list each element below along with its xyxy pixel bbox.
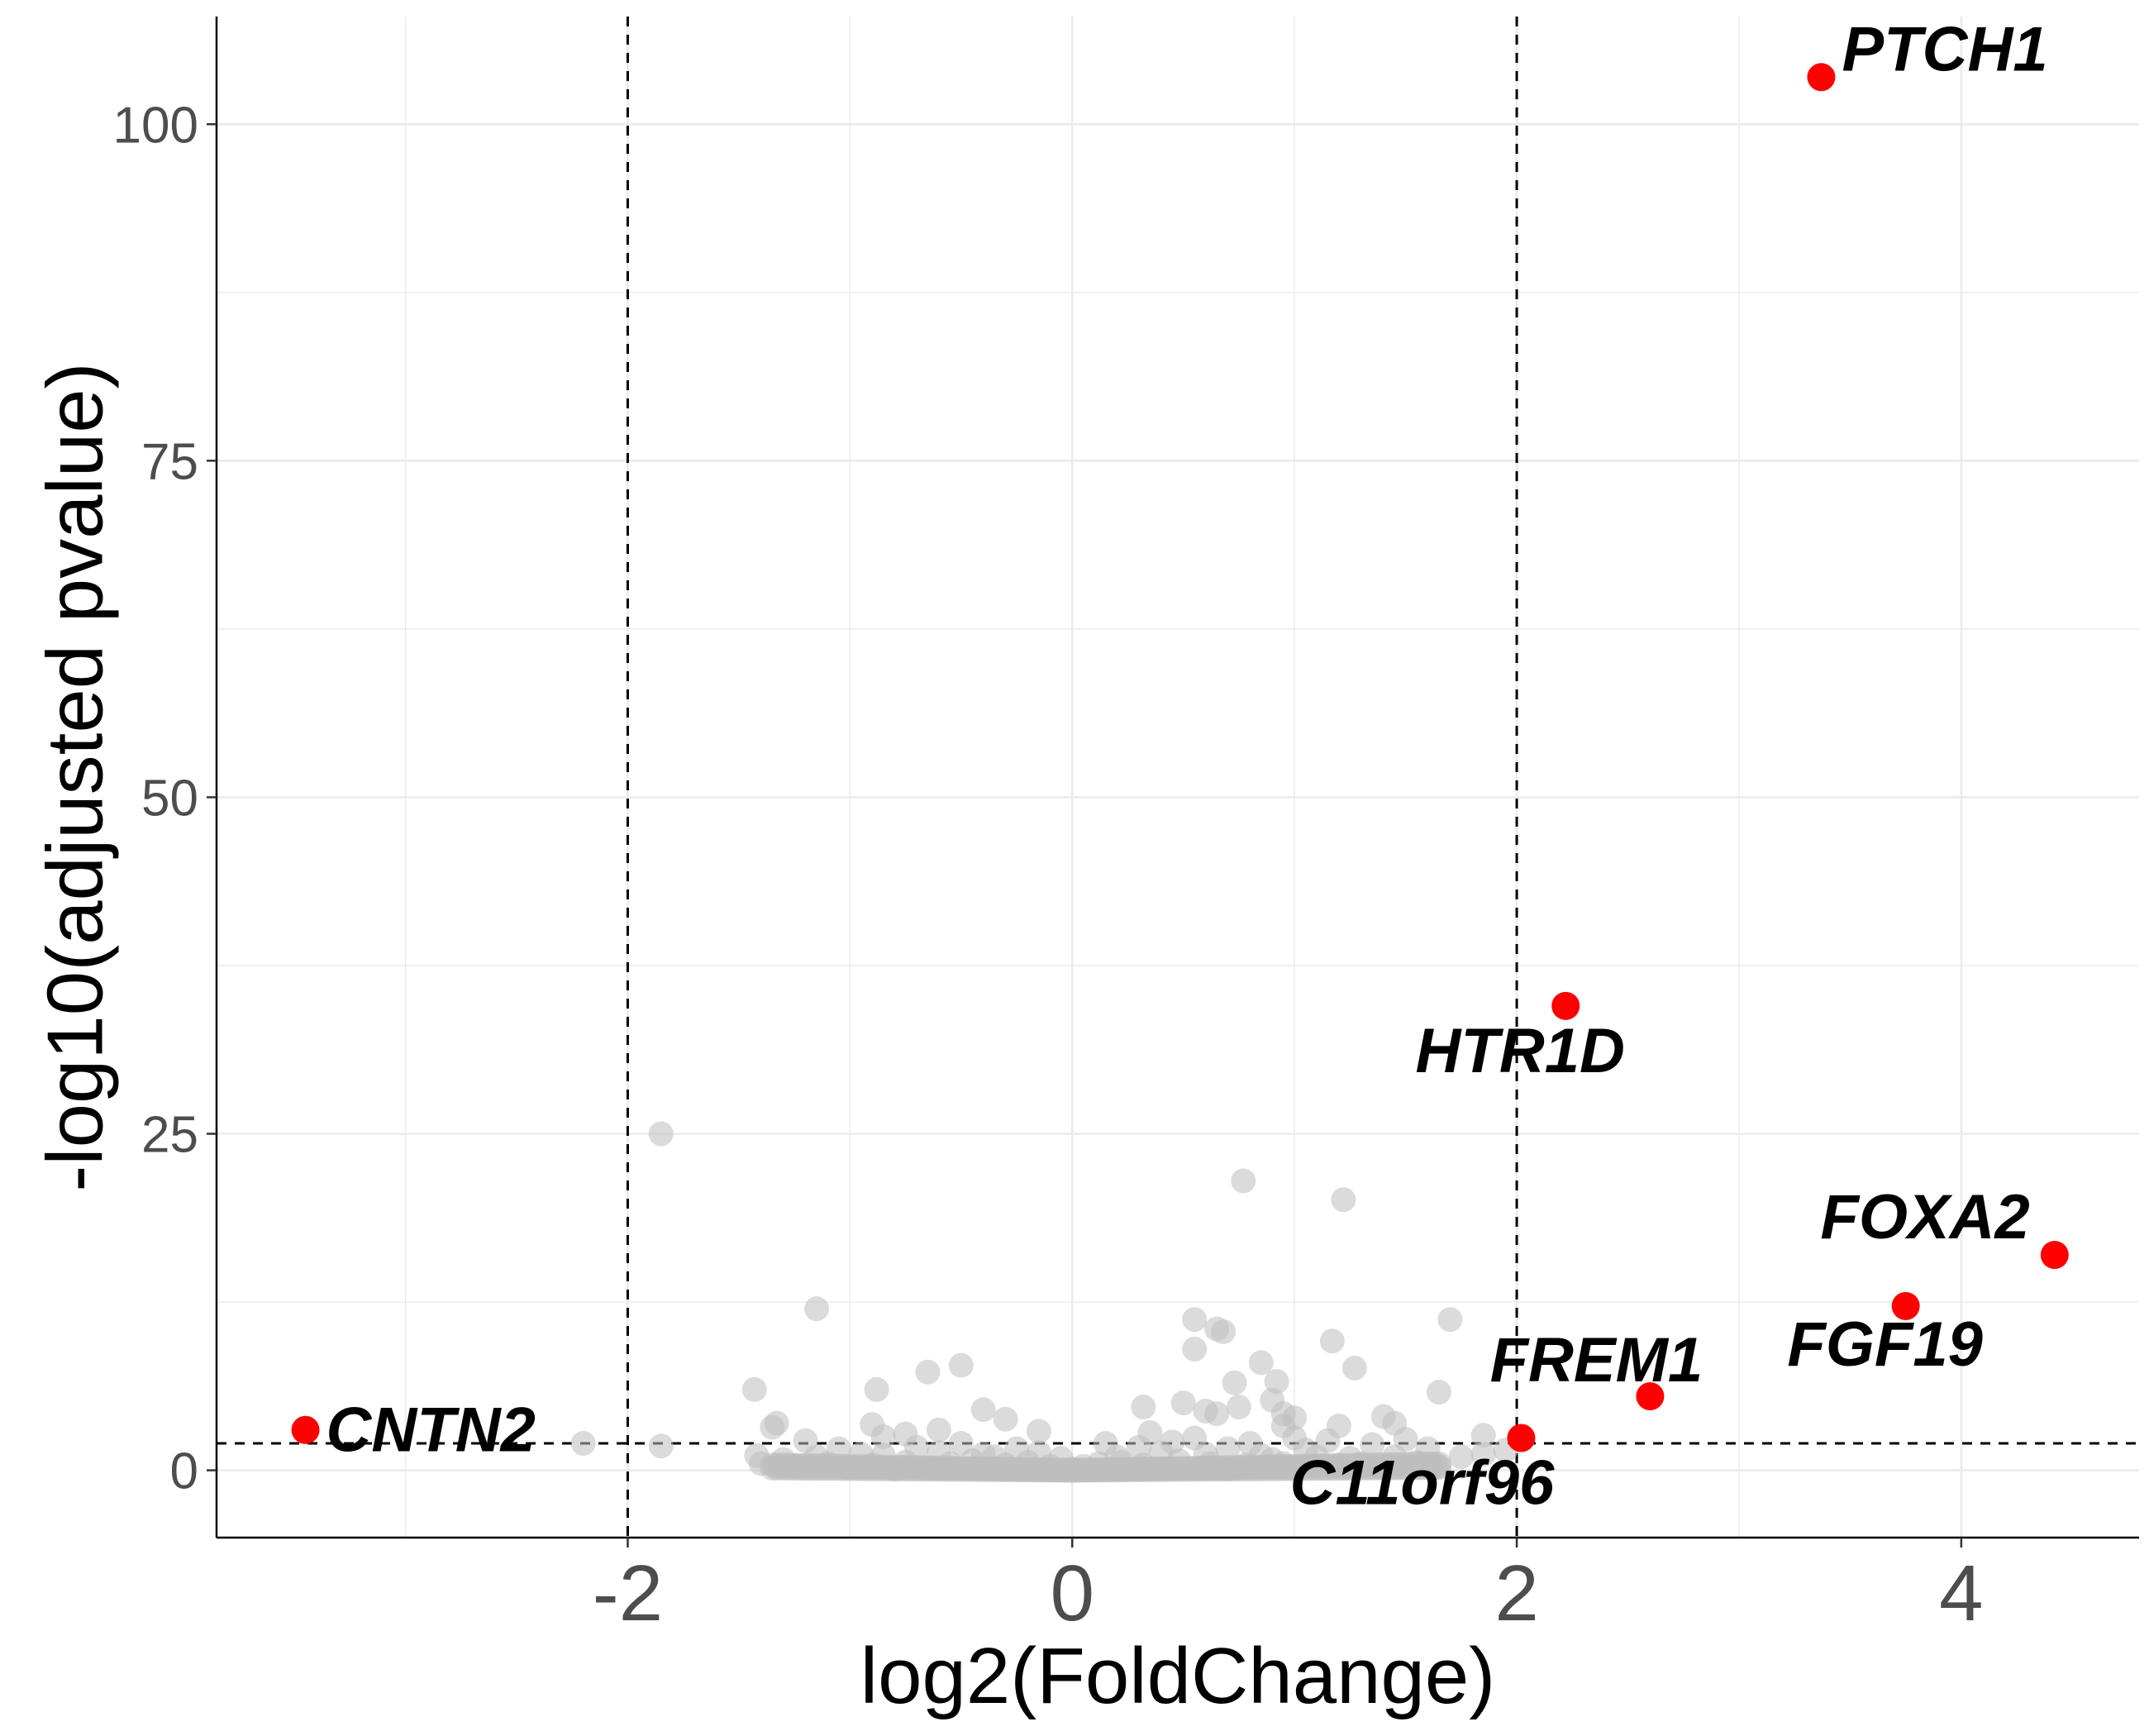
background-point <box>1448 1444 1474 1470</box>
x-tick-label: 2 <box>1494 1549 1538 1638</box>
gene-label-frem1: FREM1 <box>1490 1325 1703 1395</box>
significant-point-foxa2 <box>2040 1241 2069 1270</box>
background-point <box>864 1376 889 1402</box>
y-tick-label: 25 <box>141 1107 198 1164</box>
significant-point-htr1d <box>1551 991 1580 1020</box>
gene-label-foxa2: FOXA2 <box>1820 1182 2029 1252</box>
background-point <box>1170 1390 1196 1416</box>
y-tick-label: 50 <box>141 770 198 827</box>
gene-label-fgf19: FGF19 <box>1787 1309 1983 1380</box>
background-point <box>1026 1419 1051 1444</box>
y-tick-label: 75 <box>141 433 198 490</box>
background-point <box>1211 1319 1237 1344</box>
background-point <box>1264 1369 1289 1395</box>
background-point <box>948 1352 974 1378</box>
background-point <box>1215 1436 1241 1462</box>
background-point <box>1182 1307 1208 1333</box>
background-point <box>741 1376 767 1402</box>
grid <box>217 17 2139 1538</box>
gene-labels: PTCH1 HTR1D FOXA2 FGF19 FREM1 C11orf96 CNTN2 <box>326 14 2048 1518</box>
significant-point-c11orf96 <box>1507 1424 1536 1452</box>
background-point <box>804 1296 830 1322</box>
tick-labels: -2 0 2 4 0 25 50 75 100 <box>113 97 1984 1638</box>
gene-label-c11orf96: C11orf96 <box>1290 1448 1555 1519</box>
gene-label-ptch1: PTCH1 <box>1842 14 2047 84</box>
background-point <box>1204 1401 1230 1427</box>
background-point <box>1470 1423 1496 1448</box>
x-tick-label: 0 <box>1051 1549 1094 1638</box>
background-point <box>1319 1328 1345 1354</box>
significant-point-frem1 <box>1636 1382 1665 1411</box>
background-point <box>1360 1432 1385 1457</box>
background-point <box>1182 1337 1208 1362</box>
background-point <box>1226 1395 1251 1420</box>
background-point <box>648 1121 674 1147</box>
x-tick-label: -2 <box>593 1549 663 1638</box>
significant-point-cntn2 <box>291 1415 320 1444</box>
background-point <box>760 1414 785 1440</box>
y-tick-label: 0 <box>170 1443 198 1500</box>
background-point <box>1331 1187 1356 1213</box>
y-tick-label: 100 <box>113 97 198 154</box>
background-point <box>1426 1455 1451 1481</box>
background-point <box>1341 1355 1367 1381</box>
significant-point-fgf19 <box>1891 1291 1920 1320</box>
background-point <box>1470 1442 1496 1467</box>
x-tick-label: 4 <box>1939 1549 1983 1638</box>
background-point <box>648 1433 674 1459</box>
background-points <box>570 1121 1518 1483</box>
background-point <box>1222 1370 1247 1395</box>
gene-label-htr1d: HTR1D <box>1416 1016 1625 1086</box>
significant-point-ptch1 <box>1807 63 1836 92</box>
background-point <box>570 1431 596 1457</box>
y-axis-title: -log10(adjusted pvalue) <box>31 362 120 1191</box>
background-point <box>926 1417 951 1443</box>
x-axis-title: log2(FoldChange) <box>860 1632 1495 1720</box>
gene-label-cntn2: CNTN2 <box>326 1395 536 1466</box>
threshold-lines <box>217 17 2139 1538</box>
background-point <box>915 1359 941 1385</box>
significant-points <box>291 63 2069 1452</box>
background-point <box>870 1424 896 1449</box>
background-point <box>970 1397 996 1423</box>
background-point <box>1426 1380 1451 1405</box>
axes <box>215 17 2139 1539</box>
background-point <box>993 1406 1018 1432</box>
background-point <box>1437 1307 1463 1333</box>
background-point <box>1248 1350 1274 1376</box>
background-point <box>1231 1168 1256 1194</box>
background-point <box>1131 1395 1156 1420</box>
